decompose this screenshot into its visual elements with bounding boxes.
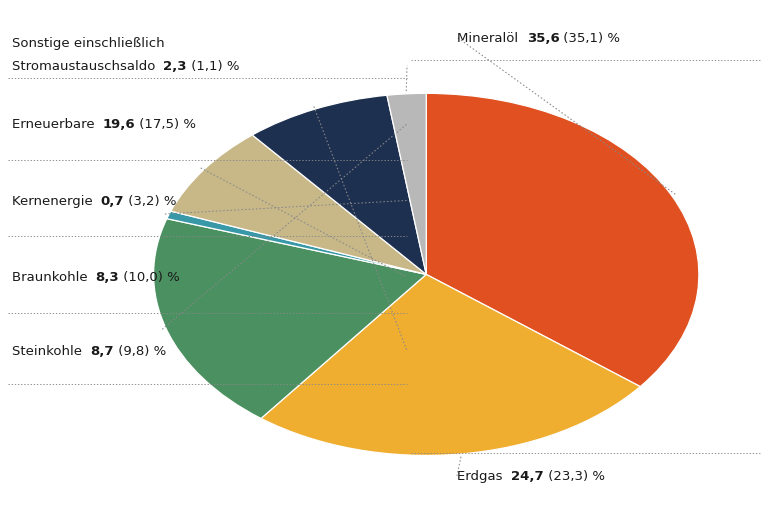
- Text: 24,7: 24,7: [511, 469, 544, 483]
- Text: (3,2) %: (3,2) %: [124, 194, 177, 208]
- Text: Stromaustauschsaldo: Stromaustauschsaldo: [12, 60, 164, 73]
- Text: Sonstige einschließlich: Sonstige einschließlich: [12, 37, 164, 50]
- Text: Braunkohle: Braunkohle: [12, 271, 96, 284]
- Text: (23,3) %: (23,3) %: [544, 469, 604, 483]
- Text: 19,6: 19,6: [103, 118, 135, 131]
- Text: 35,6: 35,6: [527, 32, 559, 45]
- Text: 8,3: 8,3: [96, 271, 119, 284]
- Text: 2,3: 2,3: [164, 60, 187, 73]
- Wedge shape: [387, 94, 426, 275]
- Wedge shape: [261, 275, 641, 456]
- Wedge shape: [426, 94, 699, 387]
- Text: (35,1) %: (35,1) %: [559, 32, 621, 45]
- Text: (1,1) %: (1,1) %: [187, 60, 240, 73]
- Text: 0,7: 0,7: [101, 194, 124, 208]
- Wedge shape: [253, 96, 426, 275]
- Text: Steinkohle: Steinkohle: [12, 345, 90, 358]
- Text: 8,7: 8,7: [90, 345, 114, 358]
- Text: Kernenergie: Kernenergie: [12, 194, 101, 208]
- Text: Erneuerbare: Erneuerbare: [12, 118, 103, 131]
- Text: (9,8) %: (9,8) %: [114, 345, 166, 358]
- Text: (17,5) %: (17,5) %: [135, 118, 197, 131]
- Text: Mineralöl: Mineralöl: [457, 32, 527, 45]
- Text: (10,0) %: (10,0) %: [119, 271, 180, 284]
- Text: Erdgas: Erdgas: [457, 469, 511, 483]
- Wedge shape: [170, 136, 426, 275]
- Wedge shape: [154, 219, 426, 418]
- Wedge shape: [167, 212, 426, 275]
